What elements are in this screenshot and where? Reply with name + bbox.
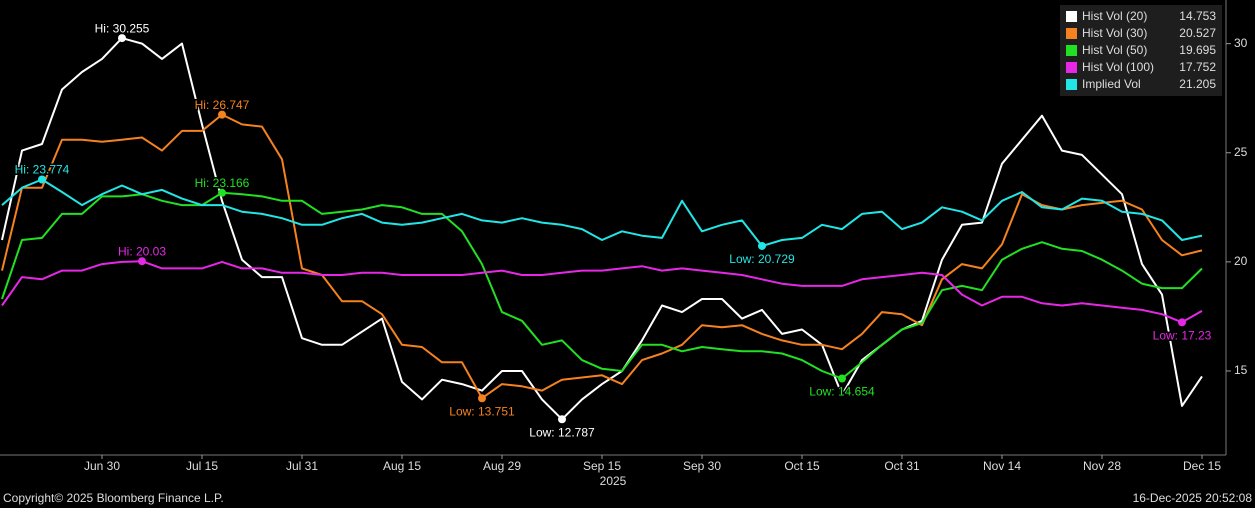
point-marker	[138, 257, 146, 266]
point-marker	[838, 374, 846, 383]
value-label: Hi: 20.03	[118, 244, 166, 258]
value-label: Hi: 23.166	[195, 176, 250, 190]
point-marker	[218, 188, 226, 197]
legend-label: Hist Vol (20)	[1082, 9, 1147, 23]
point-marker	[1178, 318, 1186, 327]
legend-label: Implied Vol	[1082, 77, 1141, 91]
x-year-label: 2025	[600, 474, 627, 488]
legend-value: 14.753	[1179, 9, 1216, 23]
legend-box	[1060, 5, 1222, 96]
series-line	[1, 113, 1203, 400]
legend-swatch	[1066, 11, 1077, 22]
legend-swatch	[1066, 79, 1077, 90]
x-tick-label: Aug 15	[383, 459, 421, 473]
x-tick-label: Aug 29	[483, 459, 521, 473]
footer-right: 16-Dec-2025 20:52:08	[1133, 491, 1253, 505]
x-tick-label: Nov 14	[983, 459, 1021, 473]
legend-swatch	[1066, 62, 1077, 73]
point-marker	[558, 415, 566, 424]
legend-value: 21.205	[1179, 77, 1216, 91]
point-marker	[478, 394, 486, 403]
x-tick-label: Nov 28	[1083, 459, 1121, 473]
x-tick-label: Oct 15	[784, 459, 820, 473]
y-tick-label: 20	[1234, 254, 1248, 268]
point-marker	[38, 175, 46, 184]
value-label: Low: 13.751	[449, 404, 515, 418]
legend-value: 19.695	[1179, 43, 1216, 57]
value-label: Hi: 23.774	[15, 163, 70, 177]
value-label: Hi: 30.255	[95, 21, 150, 35]
point-marker	[218, 110, 226, 119]
x-tick-label: Oct 31	[884, 459, 920, 473]
legend-label: Hist Vol (100)	[1082, 60, 1154, 74]
x-tick-label: Jul 31	[286, 459, 318, 473]
point-marker	[758, 241, 766, 250]
legend-swatch	[1066, 28, 1077, 39]
value-label: Low: 12.787	[529, 425, 595, 439]
series-line	[1, 191, 1203, 380]
y-tick-label: 15	[1234, 363, 1248, 377]
series-line	[1, 37, 1203, 421]
series-line	[1, 260, 1203, 324]
value-label: Low: 17.23	[1153, 328, 1212, 342]
legend-value: 17.752	[1179, 60, 1216, 74]
x-tick-label: Jun 30	[84, 459, 120, 473]
x-tick-label: Sep 15	[583, 459, 621, 473]
point-marker	[118, 34, 126, 43]
x-tick-label: Jul 15	[186, 459, 218, 473]
value-label: Hi: 26.747	[195, 98, 250, 112]
value-label: Low: 14.654	[809, 385, 875, 399]
legend-label: Hist Vol (50)	[1082, 43, 1147, 57]
x-tick-label: Sep 30	[683, 459, 721, 473]
series-line	[1, 178, 1203, 247]
footer-left: Copyright© 2025 Bloomberg Finance L.P.	[3, 491, 224, 505]
legend-swatch	[1066, 45, 1077, 56]
x-tick-label: Dec 15	[1183, 459, 1221, 473]
y-tick-label: 25	[1234, 145, 1248, 159]
value-label: Low: 20.729	[729, 252, 795, 266]
y-tick-label: 30	[1234, 36, 1248, 50]
legend-label: Hist Vol (30)	[1082, 26, 1147, 40]
legend-value: 20.527	[1179, 26, 1216, 40]
